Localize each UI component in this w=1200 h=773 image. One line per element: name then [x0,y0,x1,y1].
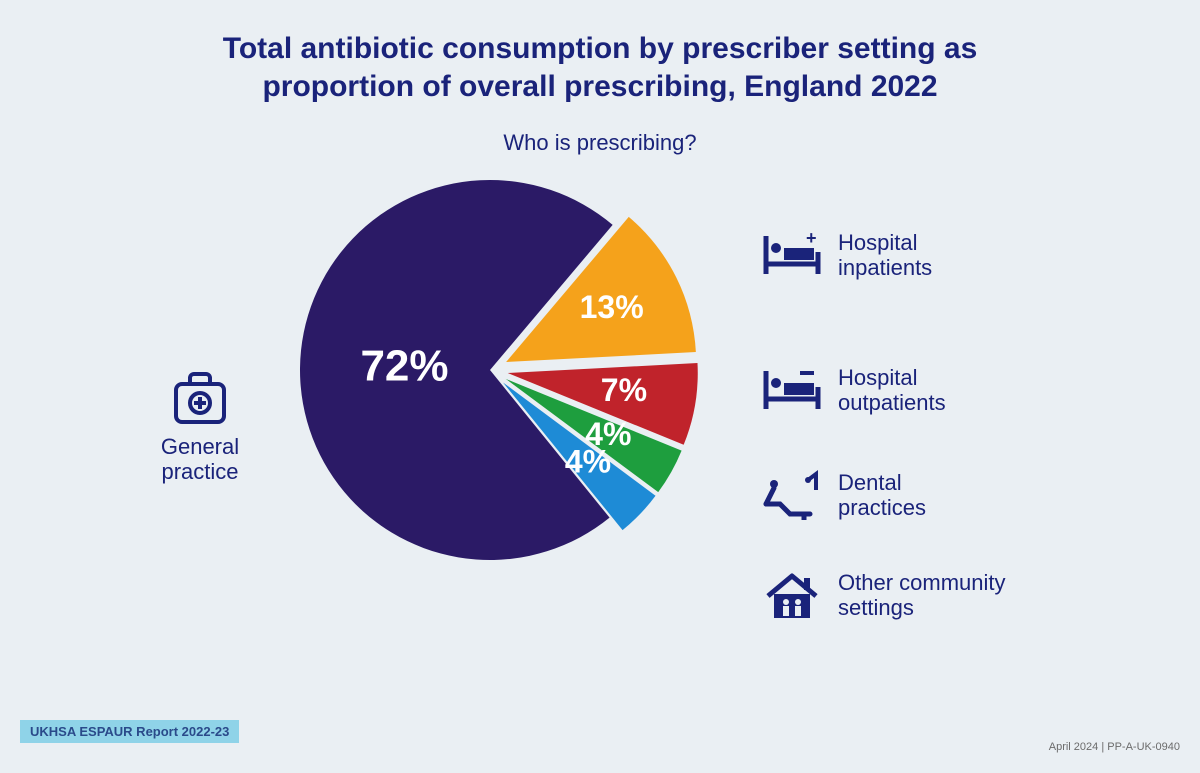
svg-text:+: + [806,230,817,248]
legend-general-practice: General practice [130,370,270,485]
pie-slice-label-general_practice: 72% [360,342,448,391]
legend-label-other-community: Other communitysettings [838,570,1006,621]
medical-bag-icon [168,370,232,426]
hospital-bed-minus-icon [760,365,824,415]
source-tag: UKHSA ESPAUR Report 2022-23 [20,720,239,743]
slide-title: Total antibiotic consumption by prescrib… [60,30,1140,105]
legend-label-hospital-outpatients: Hospitaloutpatients [838,365,946,416]
dental-chair-icon [760,470,824,520]
legend-hospital-inpatients: + Hospitalinpatients [760,230,1170,281]
legend-label-hospital-inpatients: Hospitalinpatients [838,230,932,281]
legend-dental-practices: Dentalpractices [760,470,1170,521]
slide: Total antibiotic consumption by prescrib… [0,0,1200,773]
title-line-2: proportion of overall prescribing, Engla… [262,70,937,103]
footer-right: April 2024 | PP-A-UK-0940 [1049,741,1180,753]
pie-slice-label-hospital_outpatients: 7% [601,372,647,408]
legend-label-dental-practices: Dentalpractices [838,470,926,521]
pie-chart: 72%13%7%4%4% [280,160,700,580]
hospital-bed-plus-icon: + [760,230,824,280]
legend-label-general-practice: General practice [130,434,270,485]
house-people-icon [760,570,824,620]
pie-slice-label-hospital_inpatients: 13% [580,289,644,325]
legend-hospital-outpatients: Hospitaloutpatients [760,365,1170,416]
title-line-1: Total antibiotic consumption by prescrib… [223,32,978,65]
legend-other-community: Other communitysettings [760,570,1170,621]
pie-slice-label-other_community: 4% [565,443,611,479]
slide-subtitle: Who is prescribing? [0,130,1200,156]
